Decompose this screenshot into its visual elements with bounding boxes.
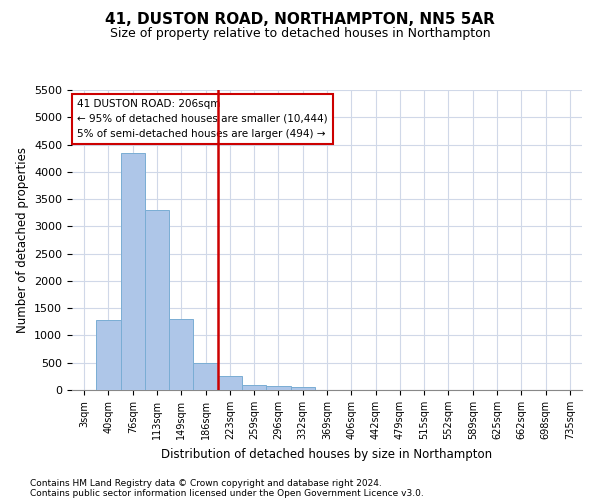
Text: 41 DUSTON ROAD: 206sqm
← 95% of detached houses are smaller (10,444)
5% of semi-: 41 DUSTON ROAD: 206sqm ← 95% of detached… xyxy=(77,99,328,138)
Bar xyxy=(218,376,242,390)
Bar xyxy=(96,320,121,390)
Bar xyxy=(121,152,145,390)
Bar xyxy=(193,362,218,390)
Bar xyxy=(266,386,290,390)
X-axis label: Distribution of detached houses by size in Northampton: Distribution of detached houses by size … xyxy=(161,448,493,460)
Text: Contains public sector information licensed under the Open Government Licence v3: Contains public sector information licen… xyxy=(30,488,424,498)
Text: Contains HM Land Registry data © Crown copyright and database right 2024.: Contains HM Land Registry data © Crown c… xyxy=(30,478,382,488)
Bar xyxy=(169,319,193,390)
Text: 41, DUSTON ROAD, NORTHAMPTON, NN5 5AR: 41, DUSTON ROAD, NORTHAMPTON, NN5 5AR xyxy=(105,12,495,28)
Bar xyxy=(145,210,169,390)
Bar xyxy=(290,388,315,390)
Y-axis label: Number of detached properties: Number of detached properties xyxy=(16,147,29,333)
Bar xyxy=(242,384,266,390)
Text: Size of property relative to detached houses in Northampton: Size of property relative to detached ho… xyxy=(110,28,490,40)
